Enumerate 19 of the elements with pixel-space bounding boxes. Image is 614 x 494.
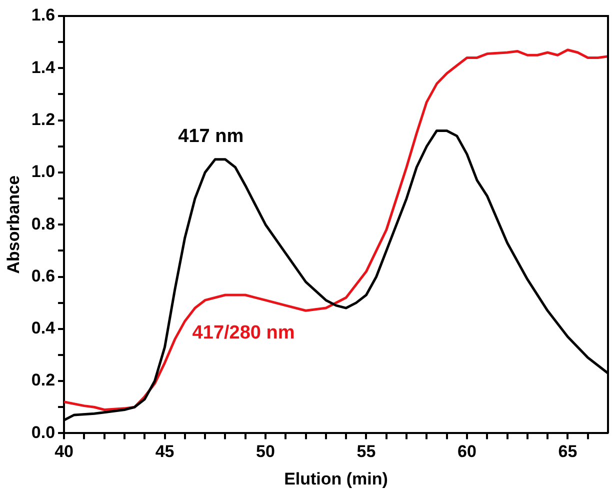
series-label: 417/280 nm xyxy=(192,322,295,344)
y-tick-label: 0.0 xyxy=(31,422,56,442)
series-label: 417 nm xyxy=(178,126,244,148)
x-axis-title: Elution (min) xyxy=(284,469,388,488)
y-tick-label: 0.8 xyxy=(31,214,56,234)
y-tick-label: 1.6 xyxy=(31,6,56,25)
y-tick-label: 1.2 xyxy=(31,110,56,129)
y-tick-label: 0.2 xyxy=(31,370,56,390)
x-tick-label: 45 xyxy=(155,442,174,462)
x-tick-label: 40 xyxy=(54,442,74,462)
y-tick-label: 1.0 xyxy=(31,162,56,182)
x-tick-label: 50 xyxy=(256,442,275,462)
x-tick-label: 55 xyxy=(356,442,376,462)
x-tick-label: 60 xyxy=(458,442,476,462)
y-tick-label: 1.4 xyxy=(31,58,56,77)
y-tick-label: 0.6 xyxy=(31,266,56,286)
x-tick-label: 65 xyxy=(558,442,578,462)
y-tick-label: 0.4 xyxy=(31,318,56,338)
y-axis-title: Absorbance xyxy=(4,175,23,274)
